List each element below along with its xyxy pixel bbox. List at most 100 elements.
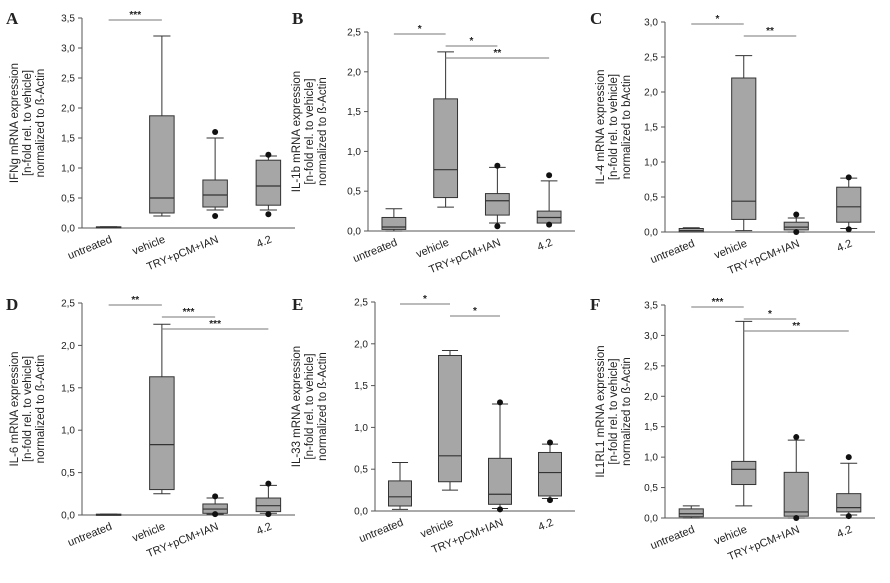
category-label: 4.2 [835, 524, 854, 541]
category-label: untreated [66, 521, 114, 550]
category-label: 4.2 [536, 517, 555, 534]
outlier-point [212, 129, 219, 135]
y-tick-label: 0,5 [61, 194, 75, 205]
significance-label: * [768, 309, 772, 320]
y-axis-label: [n-fold rel. to vehicle] [608, 74, 620, 180]
y-tick-label: 0,5 [354, 465, 368, 476]
outlier-point [212, 493, 219, 500]
significance-label: ** [792, 321, 800, 332]
y-tick-label: 3,0 [644, 18, 658, 29]
category-label: 4.2 [536, 237, 555, 254]
y-tick-label: 2,0 [61, 104, 75, 115]
y-tick-label: 0,0 [347, 227, 361, 238]
y-tick-label: 2,0 [347, 67, 361, 78]
panel-d: D IL-6 mRNA expression [n-fold rel. to veh… [6, 295, 295, 560]
y-tick-label: 0,0 [61, 511, 75, 522]
category-label: vehicle [131, 521, 167, 545]
significance-label: *** [183, 307, 195, 318]
panel-letter: B [292, 9, 303, 28]
panel-letter: C [590, 9, 602, 28]
outlier-point [265, 511, 272, 518]
outlier-point [793, 211, 800, 218]
y-axis-label: IFNg mRNA expression [9, 63, 21, 183]
outlier-point [265, 211, 272, 218]
y-axis-label: normalized to ß-Actin [317, 77, 329, 186]
y-tick-label: 0,0 [644, 514, 658, 525]
box [836, 493, 862, 513]
box [255, 497, 282, 513]
category-label: vehicle [713, 238, 749, 262]
category-label: untreated [649, 524, 697, 553]
y-axis-label: normalized to ß-Actin [621, 357, 633, 466]
panel-letter: A [6, 9, 19, 28]
outlier-point [845, 226, 852, 233]
y-tick-label: 0,0 [354, 507, 368, 518]
significance-label: *** [712, 297, 724, 308]
y-tick-label: 1,0 [644, 453, 658, 464]
y-axis-label: normalized to ß-Actin [35, 355, 47, 464]
y-axis-label: normalized to bActin [621, 75, 633, 179]
box [731, 460, 757, 486]
category-label: vehicle [131, 234, 167, 258]
y-tick-label: 1,5 [354, 381, 368, 392]
y-tick-label: 1,5 [347, 107, 361, 118]
significance-label: *** [129, 10, 141, 21]
y-tick-label: 1,0 [347, 147, 361, 158]
category-label: 4.2 [255, 521, 274, 538]
category-label: untreated [649, 238, 697, 267]
panel-letter: F [590, 295, 600, 314]
outlier-point [494, 162, 501, 169]
y-tick-label: 1,5 [644, 422, 658, 433]
y-tick-label: 3,5 [61, 14, 75, 25]
panel-b: B IL-1b mRNA expression [n-fold rel. to ve… [291, 9, 575, 276]
y-tick-label: 1,0 [644, 158, 658, 169]
significance-label: *** [209, 319, 221, 330]
y-tick-label: 2,5 [61, 299, 75, 310]
y-tick-label: 1,5 [61, 134, 75, 145]
y-axis-label: [n-fold rel. to vehicle] [22, 356, 34, 462]
outlier-point [845, 454, 852, 461]
category-label: 4.2 [255, 234, 274, 251]
y-tick-label: 0,5 [644, 483, 658, 494]
y-axis-label: IL-1b mRNA expression [291, 71, 303, 192]
y-tick-label: 1,5 [61, 383, 75, 394]
box [484, 193, 510, 216]
outlier-point [793, 434, 800, 441]
box [783, 471, 809, 517]
panel-a: A IFNg mRNA expression [n-fold rel. to veh… [6, 9, 295, 273]
y-tick-label: 3,0 [644, 331, 658, 342]
box [678, 508, 704, 518]
panel-e: E IL-33 mRNA expression [n-fold rel. to ve… [291, 294, 575, 556]
box [255, 159, 282, 206]
y-tick-label: 0,5 [347, 187, 361, 198]
y-axis-label: normalized to ß-Actin [35, 69, 47, 178]
y-tick-label: 2,0 [354, 339, 368, 350]
panel-c: C IL-4 mRNA expression [n-fold rel. to veh… [590, 9, 875, 277]
box [202, 179, 228, 208]
y-tick-label: 3,5 [644, 301, 658, 312]
box [149, 115, 175, 214]
category-label: untreated [66, 234, 114, 263]
outlier-point [547, 497, 553, 504]
outlier-point [793, 229, 800, 235]
outlier-point [212, 511, 219, 518]
y-tick-label: 0,0 [61, 224, 75, 235]
outlier-point [546, 172, 553, 179]
y-tick-label: 0,5 [61, 468, 75, 479]
significance-label: ** [493, 48, 501, 59]
y-tick-label: 1,5 [644, 123, 658, 134]
y-tick-label: 2,5 [644, 53, 658, 64]
significance-label: * [418, 24, 422, 35]
outlier-point [212, 213, 219, 219]
y-tick-label: 2,5 [644, 361, 658, 372]
y-axis-label: [n-fold rel. to vehicle] [304, 78, 316, 184]
y-tick-label: 0,0 [644, 228, 658, 239]
box [381, 216, 407, 230]
y-axis-label: [n-fold rel. to vehicle] [608, 358, 620, 464]
y-tick-label: 3,0 [61, 44, 75, 55]
y-axis-label: IL-4 mRNA expression [595, 69, 607, 184]
box [783, 221, 809, 231]
y-tick-label: 2,0 [644, 88, 658, 99]
y-axis-label: IL-6 mRNA expression [9, 351, 21, 466]
